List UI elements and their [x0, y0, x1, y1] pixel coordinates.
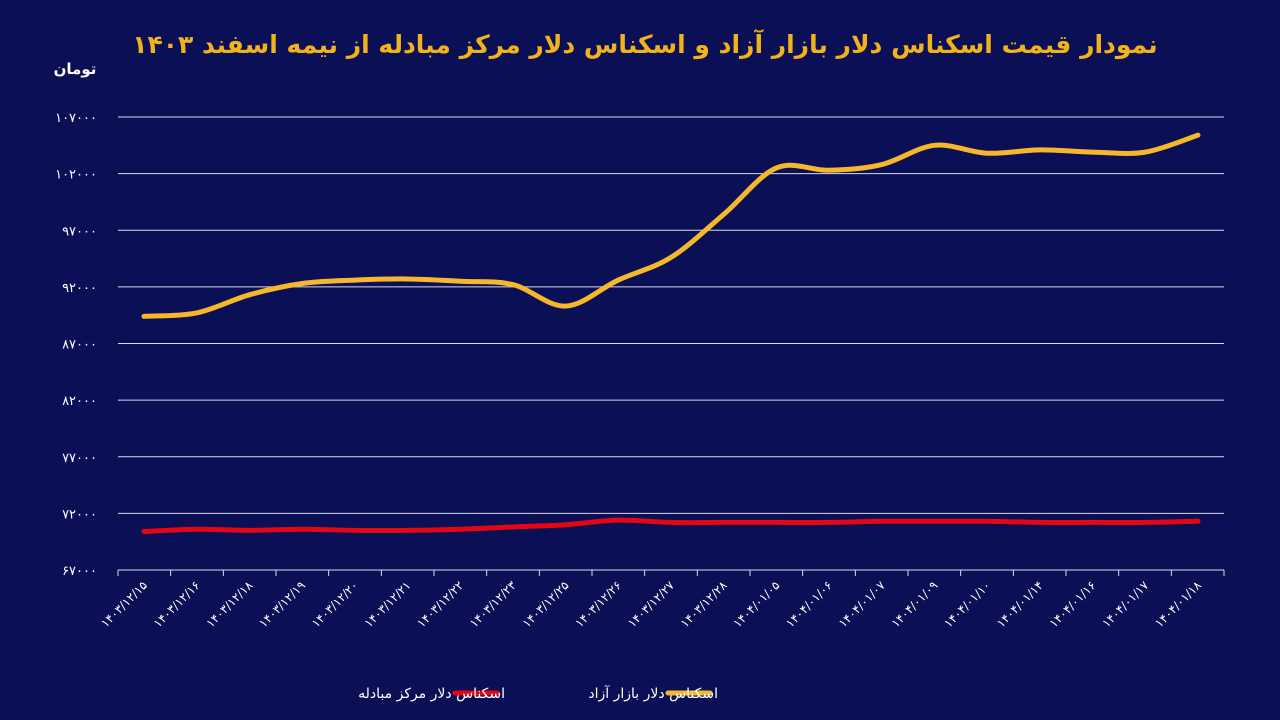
x-tick-label: ۱۴۰۴/۰۱/۱۸ — [1152, 578, 1204, 630]
y-axis-unit-label: تومان — [53, 60, 97, 78]
series-lines — [141, 132, 1201, 534]
chart-title: نمودار قیمت اسکناس دلار بازار آزاد و اسک… — [132, 30, 1158, 59]
y-tick-label: ۸۲۰۰۰ — [62, 394, 97, 409]
x-tick-label: ۱۴۰۳/۱۲/۲۲ — [414, 578, 466, 630]
legend-label: اسکناس دلار بازار آزاد — [588, 685, 718, 702]
grid-lines — [118, 116, 1224, 571]
x-tick-label: ۱۴۰۴/۰۱/۰۹ — [889, 578, 941, 630]
legend: اسکناس دلار بازار آزاد اسکناس دلار مرکز م… — [358, 685, 718, 702]
x-tick-label: ۱۴۰۳/۱۲/۲۵ — [520, 578, 572, 630]
x-tick-label: ۱۴۰۴/۰۱/۱۰ — [941, 578, 993, 630]
x-tick-label: ۱۴۰۴/۰۱/۱۴ — [994, 578, 1046, 630]
x-tick-label: ۱۴۰۳/۱۲/۲۳ — [467, 578, 519, 630]
x-tick-label: ۱۴۰۳/۱۲/۲۸ — [678, 578, 730, 630]
x-axis-ticks: ۱۴۰۳/۱۲/۱۵ ۱۴۰۳/۱۲/۱۶ ۱۴۰۳/۱۲/۱۸ ۱۴۰۳/۱۲/۱۹… — [98, 570, 1225, 630]
y-tick-label: ۶۷۰۰۰ — [62, 564, 97, 579]
x-tick-label: ۱۴۰۳/۱۲/۱۵ — [98, 578, 150, 630]
x-tick-label: ۱۴۰۳/۱۲/۲۷ — [625, 578, 677, 630]
x-tick-label: ۱۴۰۴/۰۱/۰۵ — [730, 578, 782, 630]
y-tick-label: ۱۰۲۰۰۰ — [55, 168, 97, 183]
series-line-0 — [141, 132, 1201, 319]
x-tick-label: ۱۴۰۳/۱۲/۲۶ — [572, 578, 624, 630]
y-tick-label: ۷۲۰۰۰ — [62, 507, 97, 522]
x-tick-label: ۱۴۰۳/۱۲/۲۰ — [309, 578, 361, 630]
x-tick-label: ۱۴۰۳/۱۲/۱۸ — [203, 578, 255, 630]
x-tick-label: ۱۴۰۳/۱۲/۱۹ — [256, 578, 308, 630]
legend-label: اسکناس دلار مرکز مبادله — [358, 686, 505, 702]
y-tick-label: ۷۷۰۰۰ — [62, 451, 97, 466]
y-axis-ticks: ۶۷۰۰۰ ۷۲۰۰۰ ۷۷۰۰۰ ۸۲۰۰۰ ۸۷۰۰۰ ۹۲۰۰۰ ۹۷۰۰۰ ۱۰۲۰۰… — [55, 111, 97, 579]
x-tick-label: ۱۴۰۳/۱۲/۲۱ — [362, 578, 414, 630]
x-tick-label: ۱۴۰۳/۱۲/۱۶ — [151, 578, 203, 630]
x-tick-label: ۱۴۰۴/۰۱/۱۷ — [1099, 578, 1151, 630]
y-tick-label: ۹۷۰۰۰ — [62, 224, 97, 239]
y-tick-label: ۸۷۰۰۰ — [62, 338, 97, 353]
x-tick-label: ۱۴۰۴/۰۱/۰۷ — [836, 578, 888, 630]
series-line-1 — [141, 517, 1201, 534]
x-tick-label: ۱۴۰۴/۰۱/۱۶ — [1047, 578, 1099, 630]
y-tick-label: ۱۰۷۰۰۰ — [55, 111, 97, 126]
y-tick-label: ۹۲۰۰۰ — [62, 281, 97, 296]
x-tick-label: ۱۴۰۴/۰۱/۰۶ — [783, 578, 835, 630]
